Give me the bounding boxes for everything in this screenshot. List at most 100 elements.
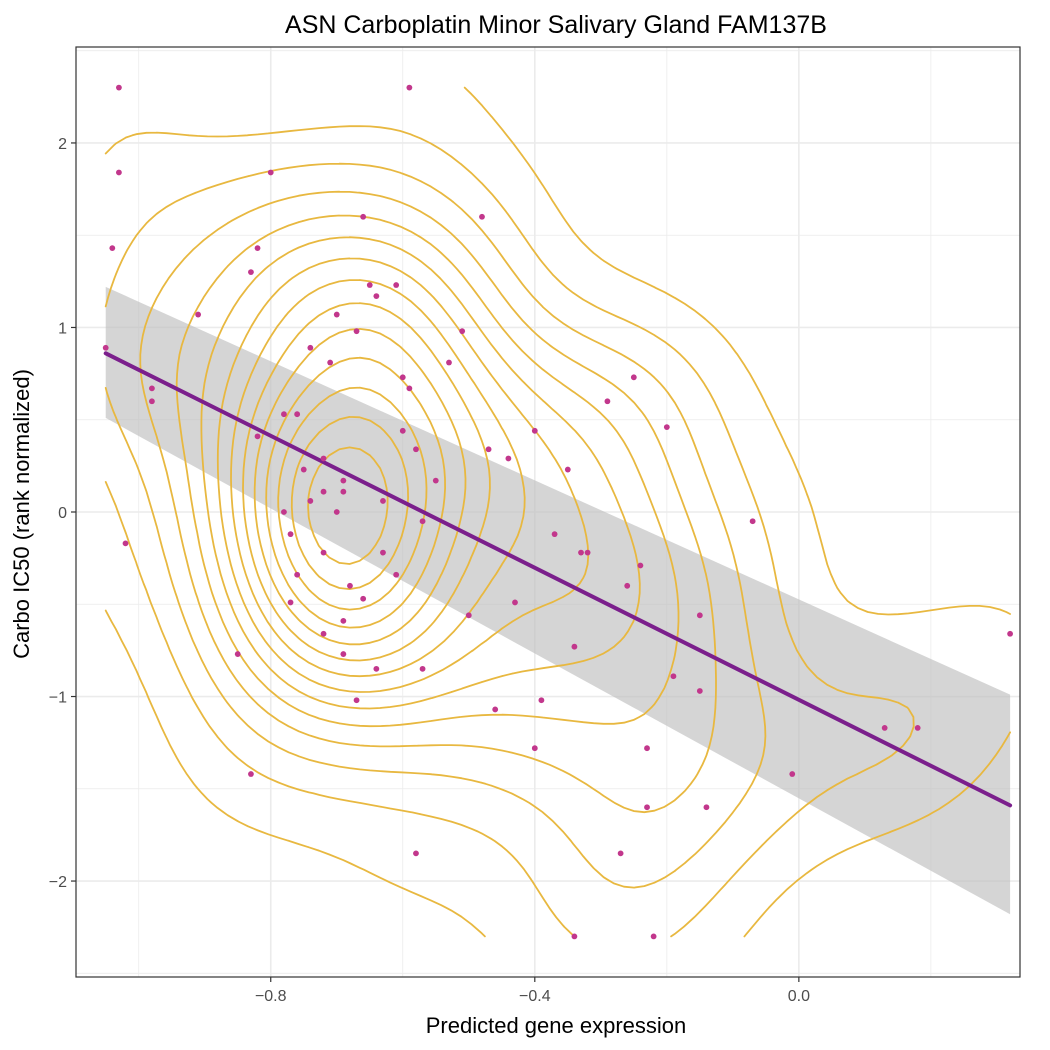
density-contour	[175, 214, 680, 728]
data-point	[294, 411, 301, 418]
data-point	[102, 344, 109, 351]
data-point	[617, 850, 624, 857]
data-point	[604, 398, 611, 405]
x-axis-title: Predicted gene expression	[426, 1013, 687, 1038]
data-point	[670, 673, 677, 680]
density-contour	[253, 328, 467, 646]
data-point	[320, 455, 327, 462]
data-point	[340, 651, 347, 657]
data-point	[459, 328, 466, 335]
data-point	[881, 724, 888, 731]
data-point	[624, 582, 631, 589]
density-contour	[230, 279, 526, 678]
data-point	[663, 424, 670, 431]
data-point	[479, 213, 485, 220]
y-tick-label: 2	[58, 136, 67, 153]
y-tick-label: 0	[58, 505, 67, 522]
data-point	[531, 427, 538, 434]
data-point	[644, 745, 650, 752]
data-point	[432, 477, 439, 484]
data-point	[1007, 630, 1013, 637]
data-point	[366, 282, 373, 288]
data-point	[564, 466, 571, 473]
density-contour	[139, 190, 717, 814]
data-point	[267, 169, 274, 176]
data-point	[248, 269, 254, 276]
data-point	[109, 245, 116, 252]
data-point	[373, 293, 380, 300]
data-point	[399, 427, 406, 434]
data-point	[360, 213, 367, 220]
points-layer	[102, 84, 1013, 940]
data-point	[248, 771, 254, 777]
density-contour	[216, 257, 590, 693]
data-point	[492, 706, 499, 713]
y-tick-label: 1	[58, 320, 67, 337]
data-point	[446, 359, 452, 366]
axis-ticks: −0.8 −0.4 0.0 −2 −1 0 1 2	[49, 136, 810, 1005]
data-point	[234, 651, 241, 657]
data-point	[149, 385, 155, 392]
data-point	[644, 804, 650, 811]
data-point	[413, 850, 419, 857]
data-point	[347, 582, 353, 589]
data-point	[584, 549, 591, 556]
data-point	[551, 531, 558, 538]
data-point	[393, 282, 400, 288]
regression-line	[103, 351, 1013, 808]
data-point	[327, 359, 334, 366]
data-point	[512, 599, 518, 606]
data-point	[307, 344, 314, 351]
grid	[76, 47, 1020, 977]
data-point	[373, 665, 380, 672]
data-point	[703, 804, 710, 811]
data-point	[419, 518, 426, 525]
data-point	[749, 518, 756, 525]
data-point	[300, 466, 307, 473]
data-point	[254, 433, 261, 440]
data-point	[122, 540, 129, 547]
data-point	[380, 498, 386, 504]
data-point	[393, 571, 400, 578]
data-point	[307, 498, 314, 504]
data-point	[399, 374, 406, 381]
data-point	[505, 455, 512, 462]
data-point	[333, 509, 340, 515]
density-contour	[104, 125, 915, 938]
data-point	[630, 374, 637, 381]
regression-layer	[103, 351, 1013, 808]
density-contour	[277, 386, 428, 611]
density-contour	[265, 356, 446, 629]
data-point	[485, 446, 492, 453]
data-point	[419, 665, 426, 672]
data-point	[637, 562, 644, 569]
data-point	[320, 630, 327, 637]
data-point	[914, 724, 921, 731]
data-point	[571, 933, 578, 940]
data-point	[281, 411, 287, 418]
data-point	[320, 488, 327, 495]
data-point	[465, 612, 472, 619]
data-point	[406, 385, 413, 392]
density-contour	[242, 302, 491, 662]
data-point	[254, 245, 261, 252]
data-point	[353, 328, 360, 335]
data-point	[287, 599, 294, 606]
chart-title: ASN Carboplatin Minor Salivary Gland FAM…	[285, 11, 827, 39]
data-point	[571, 643, 578, 650]
y-axis-title: Carbo IC50 (rank normalized)	[9, 369, 34, 659]
density-contours	[104, 86, 1011, 938]
density-contour	[200, 236, 641, 710]
data-point	[340, 488, 347, 495]
data-point	[333, 311, 340, 318]
density-contour	[104, 162, 767, 889]
data-point	[360, 595, 367, 602]
data-point	[650, 933, 657, 940]
data-point	[531, 745, 538, 752]
x-tick-label: −0.8	[255, 988, 287, 1005]
data-point	[538, 697, 545, 704]
confidence-band	[105, 286, 1011, 915]
data-point	[340, 477, 347, 484]
y-tick-label: −2	[49, 874, 67, 891]
